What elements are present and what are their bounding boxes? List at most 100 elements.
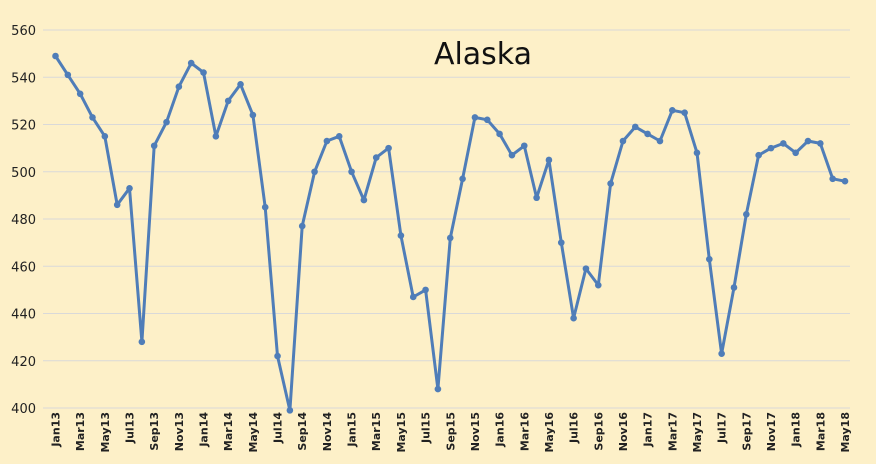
data-point <box>631 123 639 131</box>
data-point <box>743 210 750 218</box>
x-tick-label: Sep17 <box>740 412 753 451</box>
data-point <box>101 133 109 140</box>
data-point <box>126 184 133 192</box>
data-point <box>274 352 281 360</box>
data-point <box>150 142 158 150</box>
data-point <box>187 59 195 67</box>
data-point <box>607 180 614 187</box>
data-point <box>311 168 318 176</box>
x-tick-label: Nov15 <box>469 412 482 451</box>
data-point <box>372 154 380 161</box>
data-point <box>360 196 368 204</box>
data-point <box>829 175 836 183</box>
data-point <box>113 201 121 209</box>
data-point <box>804 137 812 145</box>
data-point <box>533 194 540 202</box>
data-point <box>409 293 417 301</box>
data-point <box>841 177 849 185</box>
y-tick-label: 480 <box>11 213 36 228</box>
data-point <box>656 137 664 145</box>
data-point <box>397 232 405 239</box>
data-point <box>385 144 392 152</box>
x-tick-label: May18 <box>839 412 852 453</box>
data-point <box>780 140 787 147</box>
data-point <box>335 133 343 140</box>
x-tick-label: May15 <box>395 412 408 453</box>
chart-title: Alaska <box>434 37 532 72</box>
data-point <box>545 156 553 164</box>
x-tick-label: Mar16 <box>518 412 531 451</box>
x-tick-label: Mar18 <box>814 412 827 451</box>
x-tick-label: Nov13 <box>173 412 186 451</box>
x-tick-label: Nov14 <box>321 412 334 452</box>
plot-area <box>52 52 849 414</box>
data-point <box>718 350 725 357</box>
data-point <box>212 133 220 140</box>
data-point <box>817 140 824 147</box>
y-tick-label: 440 <box>11 308 36 323</box>
y-tick-label: 520 <box>11 119 36 134</box>
data-point <box>594 281 602 289</box>
x-tick-label: Jul13 <box>124 412 137 444</box>
data-point <box>224 97 232 105</box>
x-tick-label: Jan13 <box>50 412 63 448</box>
y-tick-label: 540 <box>11 71 36 86</box>
data-point <box>582 265 590 272</box>
data-point <box>138 338 146 346</box>
x-axis-tick-labels: Jan13 Mar13 May13 Jul13 Sep13 Nov13 Jan14 Mar14… <box>50 412 853 453</box>
x-tick-label: Sep14 <box>296 412 309 451</box>
data-point <box>446 234 454 242</box>
data-point <box>755 151 762 159</box>
data-point <box>76 90 84 98</box>
x-tick-label: Jul15 <box>420 412 433 444</box>
y-tick-label: 460 <box>11 260 36 275</box>
y-axis-tick-labels: 400 420 440 460 480 500 520 540 560 <box>11 24 36 417</box>
data-point <box>767 144 775 152</box>
x-tick-label: Mar14 <box>222 412 235 451</box>
data-point <box>619 137 627 145</box>
data-point <box>508 151 516 159</box>
data-point <box>422 286 429 294</box>
data-point <box>298 222 306 230</box>
data-point <box>237 81 244 88</box>
x-tick-label: Jul17 <box>716 412 729 444</box>
x-tick-label: Jan18 <box>790 412 803 448</box>
x-tick-label: Sep13 <box>148 412 161 451</box>
data-point <box>570 314 577 322</box>
data-point <box>200 69 207 76</box>
x-tick-label: Nov17 <box>765 412 778 451</box>
data-point <box>557 239 565 246</box>
data-point <box>459 175 466 183</box>
y-tick-label: 560 <box>11 24 36 39</box>
data-point <box>681 109 688 116</box>
x-tick-label: May13 <box>99 412 112 453</box>
data-point <box>706 255 713 263</box>
x-tick-label: Sep16 <box>592 412 605 451</box>
data-point <box>175 83 183 90</box>
x-tick-label: May16 <box>543 412 556 453</box>
y-tick-label: 420 <box>11 355 36 370</box>
data-point <box>249 111 257 119</box>
data-point <box>261 203 269 211</box>
data-point <box>471 114 479 121</box>
x-tick-label: Sep15 <box>444 412 457 451</box>
x-tick-label: Mar17 <box>666 412 679 451</box>
data-point <box>520 142 528 150</box>
x-tick-label: Jul16 <box>568 412 581 444</box>
data-point <box>483 116 491 124</box>
x-tick-label: Jan14 <box>198 412 211 448</box>
data-point <box>64 71 72 79</box>
data-point <box>89 114 96 121</box>
x-tick-label: Jan15 <box>346 412 359 448</box>
data-point <box>323 137 331 145</box>
y-tick-label: 400 <box>11 402 36 417</box>
x-tick-label: Nov16 <box>617 412 630 452</box>
x-tick-label: May17 <box>691 412 704 453</box>
data-point <box>348 168 355 176</box>
x-tick-label: May14 <box>247 412 260 453</box>
data-point <box>286 407 294 414</box>
data-point <box>434 385 442 393</box>
data-point <box>693 149 701 157</box>
gridlines <box>43 29 850 409</box>
